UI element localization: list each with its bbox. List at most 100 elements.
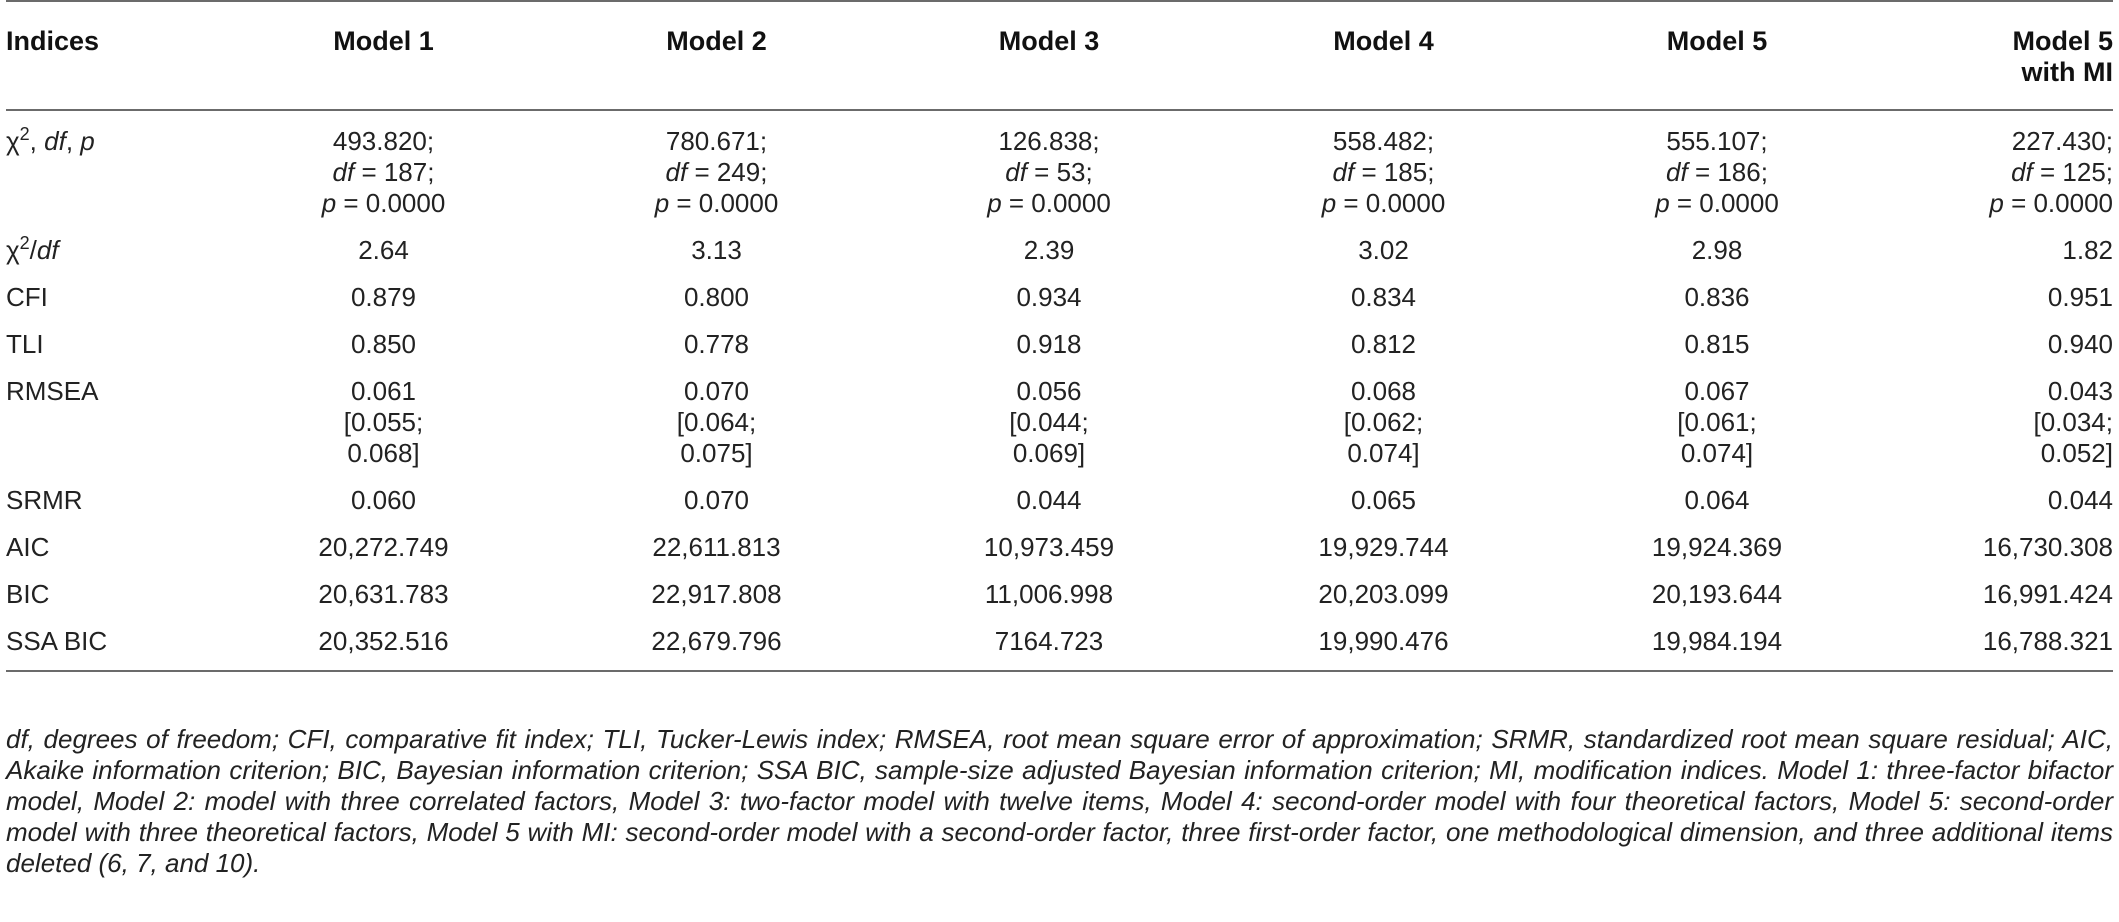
cell-line: 555.107; — [1666, 126, 1768, 156]
cell-line: 1.82 — [2062, 235, 2113, 265]
cell-line: 22,679.796 — [651, 626, 782, 656]
table-row: RMSEA 0.061 [0.055; 0.068] 0.070 [0.064; 0.075… — [6, 376, 2113, 485]
cell-line: 11,006.998 — [984, 579, 1114, 609]
header-model-3: Model 3 — [998, 26, 1100, 56]
table-cell: 780.671; df = 249; p = 0.0000 — [551, 110, 882, 235]
table-header-row: Indices Model 1 Model 2 Model 3 Model 4 … — [6, 1, 2113, 110]
cell-line: 0.052] — [2040, 438, 2113, 468]
cell-line: 0.879 — [350, 282, 417, 312]
cell-line: 0.940 — [2047, 329, 2113, 359]
cell-line: 0.834 — [1350, 282, 1417, 312]
cell-line: 0.069] — [1012, 438, 1086, 468]
cell-line: [0.064; — [676, 407, 757, 437]
table-cell: 3.13 — [551, 235, 882, 282]
table-row: BIC 20,631.783 22,917.808 11,006.998 20,203.… — [6, 579, 2113, 626]
table-row: AIC 20,272.749 22,611.813 10,973.459 19,929.… — [6, 532, 2113, 579]
header-model-5-with-mi-label: Model 5 with MI — [2012, 26, 2113, 87]
table-cell: 0.940 — [1883, 329, 2113, 376]
row-label: AIC — [6, 532, 50, 562]
cell-line: 0.064 — [1684, 485, 1750, 515]
header-model-5: Model 5 — [1666, 26, 1768, 56]
cell-line: 0.836 — [1684, 282, 1750, 312]
table-cell: 0.044 — [882, 485, 1216, 532]
table-cell: 0.951 — [1883, 282, 2113, 329]
fit-indices-table-container: Indices Model 1 Model 2 Model 3 Model 4 … — [6, 0, 2113, 672]
cell-line: 0.918 — [1016, 329, 1082, 359]
cell-line: 16,991.424 — [1982, 579, 2113, 609]
table-cell: 7164.723 — [882, 626, 1216, 671]
cell-line: 20,193.644 — [1651, 579, 1783, 609]
fit-indices-table: Indices Model 1 Model 2 Model 3 Model 4 … — [6, 0, 2113, 672]
table-row: SSA BIC 20,352.516 22,679.796 7164.723 19,99… — [6, 626, 2113, 671]
table-cell: 0.060 — [216, 485, 551, 532]
cell-line: 126.838; — [998, 126, 1100, 156]
table-cell: 0.043 [0.034; 0.052] — [1883, 376, 2113, 485]
header-model-1: Model 1 — [333, 26, 434, 56]
table-cell: 0.834 — [1216, 282, 1551, 329]
table-cell: 0.068 [0.062; 0.074] — [1216, 376, 1551, 485]
cell-line: df = 125; — [2011, 157, 2113, 187]
table-cell: 0.778 — [551, 329, 882, 376]
table-cell: 16,991.424 — [1883, 579, 2113, 626]
cell-line: 19,990.476 — [1318, 626, 1449, 656]
table-row: SRMR 0.060 0.070 0.044 0.065 0.064 0.044 — [6, 485, 2113, 532]
cell-line: 19,924.369 — [1651, 532, 1783, 562]
table-cell: 0.836 — [1551, 282, 1883, 329]
table-cell: 0.044 — [1883, 485, 2113, 532]
cell-line: 0.068 — [1350, 376, 1417, 406]
table-cell: 0.056 [0.044; 0.069] — [882, 376, 1216, 485]
cell-line: 0.812 — [1350, 329, 1417, 359]
table-cell: 22,679.796 — [551, 626, 882, 671]
cell-line: 0.044 — [2047, 485, 2113, 515]
table-row: TLI 0.850 0.778 0.918 0.812 0.815 0.940 — [6, 329, 2113, 376]
table-cell: 11,006.998 — [882, 579, 1216, 626]
cell-line: 0.070 — [683, 376, 750, 406]
cell-line: df = 187; — [332, 157, 435, 187]
row-label: χ2, df, p — [6, 124, 95, 156]
table-cell: 22,917.808 — [551, 579, 882, 626]
cell-line: 22,611.813 — [652, 532, 781, 562]
cell-line: 2.98 — [1691, 235, 1743, 265]
row-label: TLI — [6, 329, 44, 359]
table-cell: 227.430; df = 125; p = 0.0000 — [1883, 110, 2113, 235]
cell-line: [0.062; — [1343, 407, 1424, 437]
table-cell: 126.838; df = 53; p = 0.0000 — [882, 110, 1216, 235]
table-cell: 0.812 — [1216, 329, 1551, 376]
table-cell: 0.879 — [216, 282, 551, 329]
cell-line: 0.061 — [350, 376, 417, 406]
table-cell: 0.064 — [1551, 485, 1883, 532]
cell-line: p = 0.0000 — [321, 188, 446, 218]
cell-line: p = 0.0000 — [1989, 188, 2113, 218]
cell-line: 2.64 — [358, 235, 409, 265]
cell-line: 10,973.459 — [983, 532, 1115, 562]
cell-line: 0.951 — [2047, 282, 2113, 312]
table-cell: 3.02 — [1216, 235, 1551, 282]
row-label: BIC — [6, 579, 50, 609]
cell-line: 0.074] — [1680, 438, 1754, 468]
table-cell: 16,788.321 — [1883, 626, 2113, 671]
table-cell: 0.800 — [551, 282, 882, 329]
row-label: SSA BIC — [6, 626, 108, 656]
cell-line: 0.043 — [2047, 376, 2113, 406]
table-cell: 20,352.516 — [216, 626, 551, 671]
cell-line: 558.482; — [1332, 126, 1435, 156]
cell-line: [0.044; — [1009, 407, 1089, 437]
cell-line: 0.778 — [683, 329, 750, 359]
cell-line: 2.39 — [1023, 235, 1075, 265]
cell-line: 3.02 — [1358, 235, 1409, 265]
table-cell: 0.065 — [1216, 485, 1551, 532]
cell-line: 0.065 — [1350, 485, 1417, 515]
table-cell: 555.107; df = 186; p = 0.0000 — [1551, 110, 1883, 235]
cell-line: 7164.723 — [994, 626, 1104, 656]
header-model-4: Model 4 — [1333, 26, 1434, 56]
header-indices: Indices — [6, 26, 100, 56]
cell-line: p = 0.0000 — [987, 188, 1111, 218]
row-label: RMSEA — [6, 376, 99, 406]
cell-line: 20,272.749 — [318, 532, 449, 562]
table-cell: 10,973.459 — [882, 532, 1216, 579]
cell-line: 0.075] — [680, 438, 753, 468]
cell-line: 0.056 — [1016, 376, 1082, 406]
cell-line: 16,788.321 — [1982, 626, 2113, 656]
cell-line: 22,917.808 — [651, 579, 782, 609]
table-cell: 2.64 — [216, 235, 551, 282]
